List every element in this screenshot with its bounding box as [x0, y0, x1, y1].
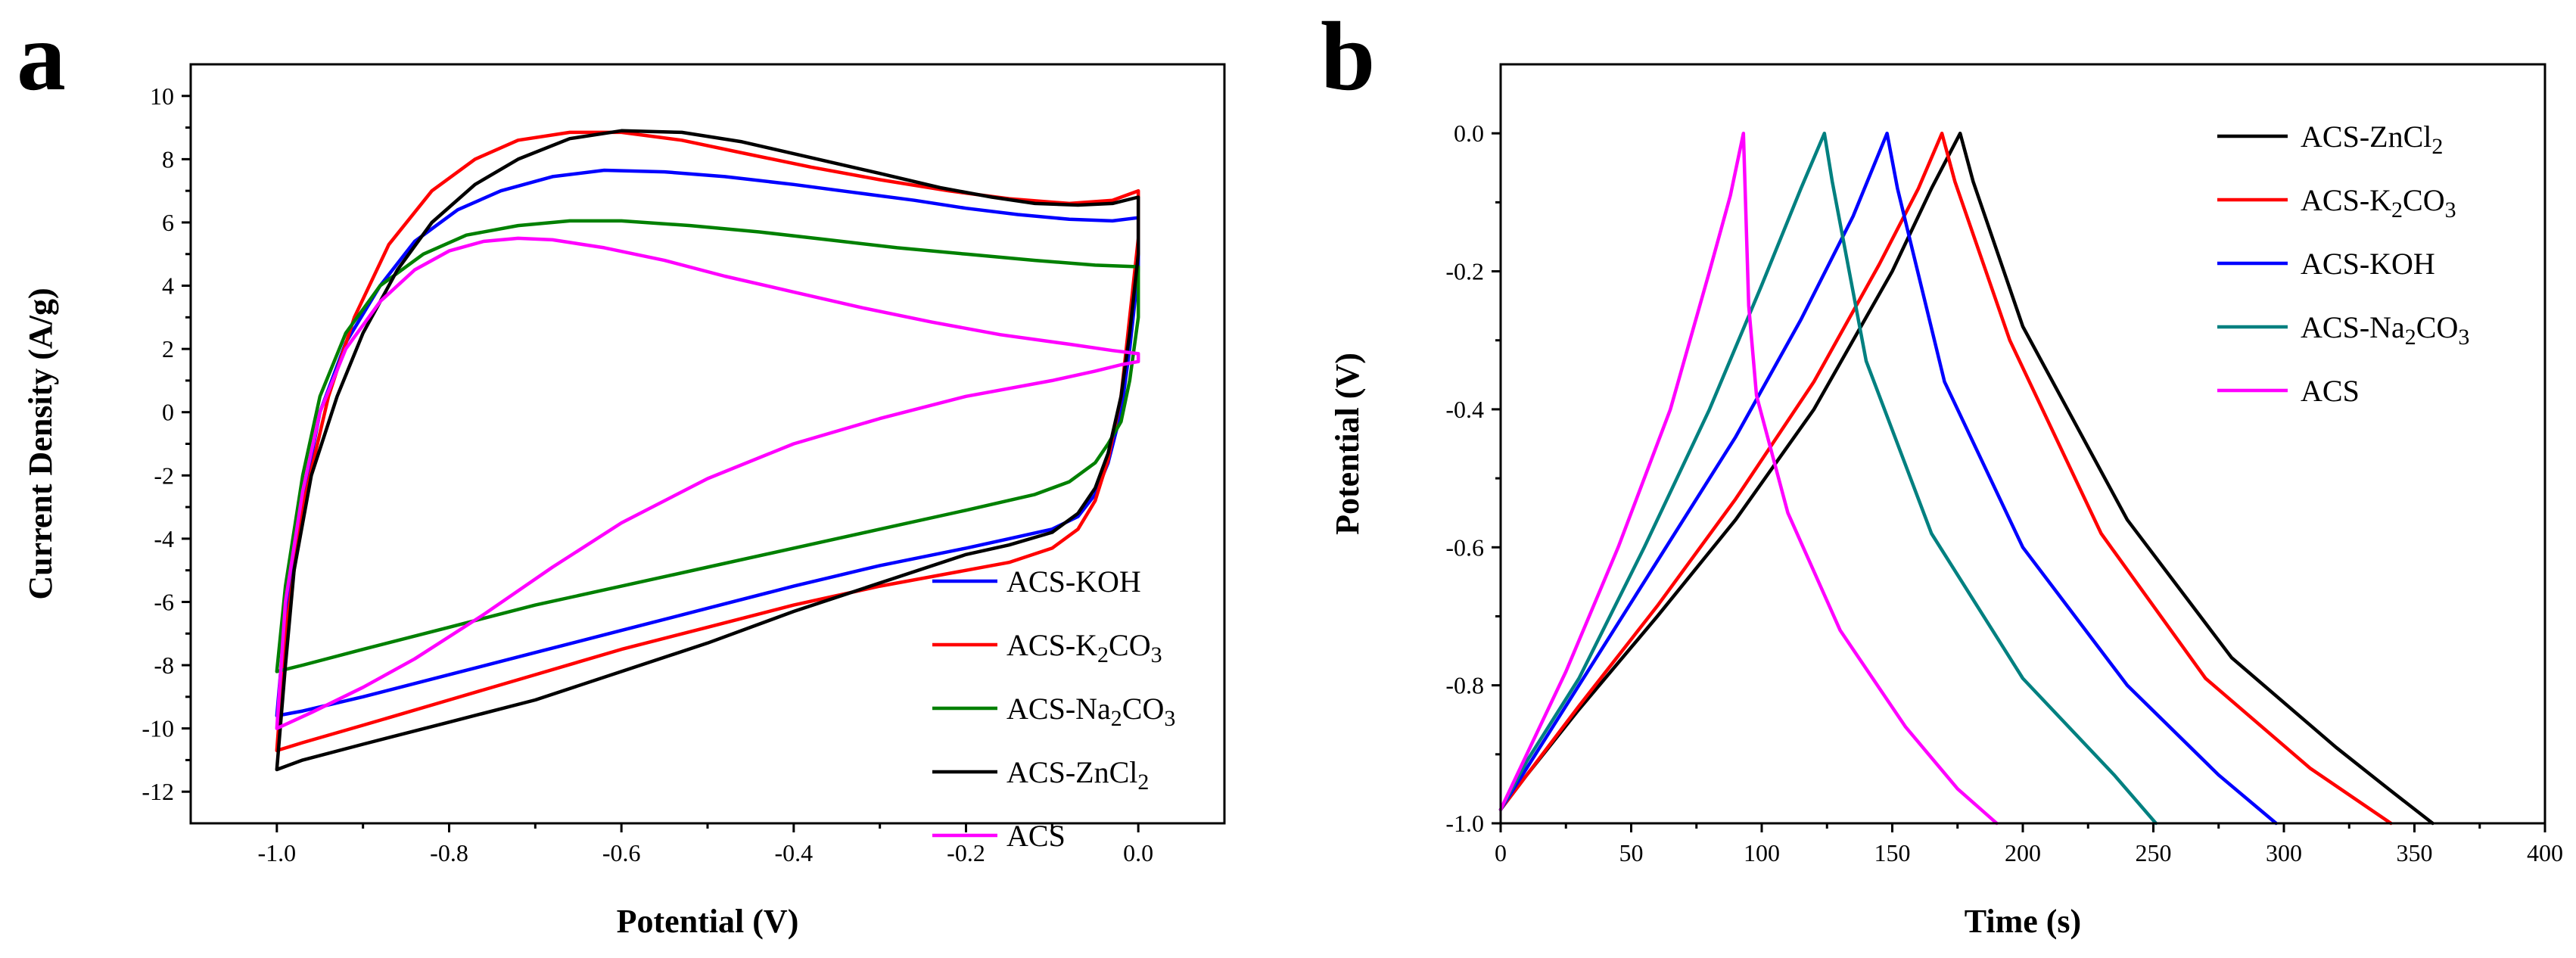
x-tick-label: 0.0	[1123, 839, 1153, 866]
x-tick-label: -0.4	[775, 839, 814, 866]
legend: ACS-ZnCl2 ACS-K2CO3 ACS-KOH ACS-Na2CO3 ACS	[2217, 120, 2469, 408]
y-tick-label: 0	[162, 399, 174, 426]
y-tick-label: -10	[142, 715, 174, 742]
x-tick-label: -1.0	[258, 839, 297, 866]
legend-label: ACS-K2CO3	[1006, 628, 1162, 667]
series-line-acs-k-2co3	[275, 130, 1140, 753]
series-line-acs-zncl-2	[1498, 131, 2434, 826]
y-tick-label: -4	[154, 525, 174, 552]
panel-label-a: a	[17, 2, 66, 111]
chart-panel-b: 0 50 100 150 200 250 300 350 400 -1.0 -0.8 -0.6 -0.4…	[1329, 63, 2563, 940]
series-line-acs-koh	[1498, 131, 2278, 826]
y-axis-label: Potential (V)	[1329, 353, 1366, 535]
legend-label: ACS	[1006, 819, 1066, 853]
y-tick-label: -0.6	[1445, 533, 1484, 561]
chart-panel-a: -1.0 -0.8 -0.6 -0.4 -0.2 0.0 -12 -10 -8 -6 -4 -2 0 2 4…	[22, 63, 1226, 940]
series-line-acs	[275, 236, 1140, 730]
x-axis-label: Potential (V)	[617, 903, 799, 940]
y-tick-label: 4	[162, 272, 174, 300]
legend-label: ACS-Na2CO3	[1006, 692, 1175, 731]
series-line-acs-koh	[275, 168, 1140, 718]
x-tick-label: 250	[2136, 839, 2172, 866]
y-tick-label: 10	[150, 82, 174, 110]
x-tick-label: 150	[1874, 839, 1911, 866]
x-tick-label: 0	[1495, 839, 1507, 866]
x-tick-label: 100	[1744, 839, 1780, 866]
legend-label: ACS-KOH	[1006, 565, 1141, 599]
x-axis-label: Time (s)	[1965, 903, 2081, 940]
y-tick-label: 0.0	[1454, 120, 1484, 147]
series-line-acs-k-2co3	[1498, 131, 2393, 826]
series-line-acs-na-2co3	[275, 219, 1140, 673]
y-tick-label: -12	[142, 778, 174, 805]
y-tick-label: -6	[154, 588, 174, 615]
y-tick-label: -0.4	[1445, 396, 1484, 423]
legend-label: ACS-ZnCl2	[1006, 755, 1149, 795]
x-tick-label: 200	[2005, 839, 2041, 866]
x-tick-label: 400	[2527, 839, 2563, 866]
y-tick-label: 8	[162, 145, 174, 173]
x-tick-label: 50	[1619, 839, 1644, 866]
x-tick-label: 350	[2397, 839, 2433, 866]
series-line-acs-na-2co3	[1498, 131, 2158, 826]
legend-label: ACS-K2CO3	[2301, 183, 2456, 222]
legend-label: ACS	[2301, 374, 2360, 408]
series-line-acs	[1498, 131, 1999, 826]
y-axis-label: Current Density (A/g)	[22, 288, 59, 599]
panel-label-b: b	[1321, 2, 1375, 111]
y-tick-label: -1.0	[1445, 810, 1484, 837]
y-tick-label: -2	[154, 462, 174, 489]
y-tick-label: -0.8	[1445, 672, 1484, 699]
legend-label: ACS-ZnCl2	[2301, 120, 2443, 159]
legend: ACS-KOH ACS-K2CO3 ACS-Na2CO3 ACS-ZnCl2 ACS	[932, 565, 1175, 853]
series-line-acs-zncl-2	[275, 129, 1140, 772]
x-tick-label: -0.8	[430, 839, 468, 866]
y-tick-label: 6	[162, 209, 174, 236]
y-tick-label: -0.2	[1445, 258, 1484, 285]
x-tick-label: -0.6	[602, 839, 641, 866]
legend-label: ACS-Na2CO3	[2301, 310, 2469, 350]
y-tick-label: 2	[162, 335, 174, 362]
legend-label: ACS-KOH	[2301, 247, 2435, 281]
y-tick-label: -8	[154, 652, 174, 679]
x-tick-label: -0.2	[947, 839, 985, 866]
x-tick-label: 300	[2266, 839, 2302, 866]
